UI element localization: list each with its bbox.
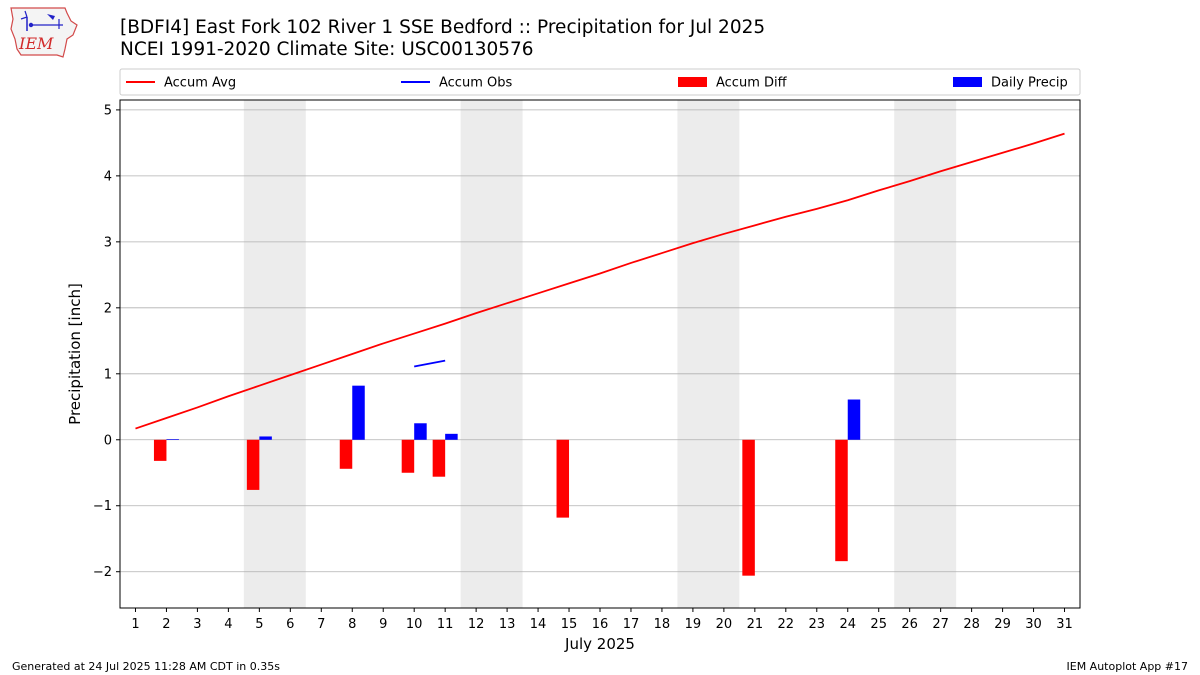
- x-tick-label: 15: [561, 617, 578, 632]
- chart-subtitle: NCEI 1991-2020 Climate Site: USC00130576: [120, 39, 534, 60]
- x-tick-label: 29: [994, 617, 1011, 632]
- x-tick-label: 11: [437, 617, 454, 632]
- x-axis-label: July 2025: [564, 635, 635, 653]
- y-axis-label: Precipitation [inch]: [66, 283, 84, 425]
- accum-diff-bar: [432, 439, 446, 477]
- generated-timestamp: Generated at 24 Jul 2025 11:28 AM CDT in…: [12, 660, 280, 673]
- daily-precip-bar: [166, 439, 179, 440]
- logo-text: IEM: [18, 34, 54, 53]
- accum-diff-bar: [835, 439, 848, 562]
- x-tick-label: 2: [162, 617, 170, 632]
- app-label: IEM Autoplot App #17: [1066, 660, 1189, 673]
- daily-precip-bar: [259, 436, 272, 440]
- x-tick-label: 1: [131, 617, 139, 632]
- windmill-icon: [20, 10, 63, 31]
- daily-precip-bar: [847, 399, 861, 440]
- legend-swatch-accum-diff: [678, 77, 707, 87]
- x-tick-label: 20: [716, 617, 733, 632]
- x-tick-label: 23: [809, 617, 826, 632]
- x-tick-label: 12: [468, 617, 485, 632]
- weekend-band: [243, 100, 306, 608]
- x-tick-label: 9: [379, 617, 387, 632]
- y-tick-label: −1: [93, 499, 112, 514]
- x-tick-label: 21: [747, 617, 764, 632]
- y-tick-label: −2: [93, 565, 112, 580]
- x-tick-label: 3: [193, 617, 201, 632]
- weekend-band: [460, 100, 523, 608]
- x-tick-label: 16: [592, 617, 609, 632]
- legend-label: Accum Diff: [716, 76, 788, 91]
- legend-label: Accum Obs: [439, 76, 512, 91]
- y-tick-label: 0: [104, 433, 112, 448]
- y-tick-label: 4: [104, 169, 112, 184]
- daily-precip-bar: [352, 385, 365, 440]
- bars-layer: [153, 385, 861, 576]
- daily-precip-bar: [445, 433, 458, 440]
- weekend-band: [894, 100, 957, 608]
- weekend-shading-layer: [243, 100, 957, 608]
- x-tick-label: 30: [1025, 617, 1042, 632]
- y-tick-label: 2: [104, 301, 112, 316]
- x-tick-label: 25: [870, 617, 887, 632]
- x-tick-label: 5: [255, 617, 263, 632]
- x-tick-label: 10: [406, 617, 423, 632]
- gridlines: [120, 109, 1080, 573]
- chart-title: [BDFI4] East Fork 102 River 1 SSE Bedfor…: [120, 17, 766, 38]
- weekend-band: [677, 100, 740, 608]
- x-tick-label: 24: [839, 617, 856, 632]
- accum-obs-line: [414, 359, 446, 368]
- x-tick-label: 13: [499, 617, 516, 632]
- x-tick-label: 19: [685, 617, 702, 632]
- y-tick-label: 5: [104, 103, 112, 118]
- x-tick-label: 28: [963, 617, 980, 632]
- accum-diff-bar: [742, 439, 755, 576]
- accum-diff-bar: [246, 439, 260, 490]
- legend-box: [119, 68, 1081, 96]
- accum-diff-bar: [153, 439, 167, 461]
- y-tick-label: 3: [104, 235, 112, 250]
- x-tick-label: 8: [348, 617, 356, 632]
- x-tick-label: 27: [932, 617, 949, 632]
- x-tick-label: 31: [1056, 617, 1073, 632]
- lines-layer: [135, 132, 1065, 430]
- x-tick-label: 7: [317, 617, 325, 632]
- iem-logo: IEM: [10, 7, 78, 58]
- x-tick-label: 17: [623, 617, 640, 632]
- accum-diff-bar: [556, 439, 570, 518]
- daily-precip-bar: [414, 423, 427, 440]
- x-tick-label: 22: [778, 617, 795, 632]
- accum-diff-bar: [401, 439, 415, 473]
- x-tick-label: 4: [224, 617, 232, 632]
- accum-avg-line: [135, 132, 1065, 430]
- x-tick-label: 14: [530, 617, 547, 632]
- accum-diff-bar: [339, 439, 353, 469]
- x-tick-label: 26: [901, 617, 918, 632]
- legend-label: Accum Avg: [164, 76, 236, 91]
- legend-swatch-daily-precip: [953, 77, 982, 87]
- legend-label: Daily Precip: [991, 76, 1068, 91]
- x-tick-label: 6: [286, 617, 294, 632]
- x-tick-label: 18: [654, 617, 671, 632]
- legend: Accum Avg Accum Obs Accum Diff Daily Precip: [119, 68, 1081, 96]
- y-tick-label: 1: [104, 367, 112, 382]
